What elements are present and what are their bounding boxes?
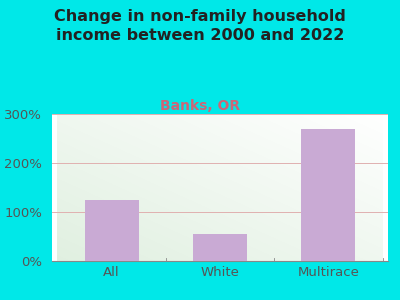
Bar [84, 200, 139, 261]
Text: Change in non-family household
income between 2000 and 2022: Change in non-family household income be… [54, 9, 346, 43]
Bar [301, 129, 356, 261]
Text: Banks, OR: Banks, OR [160, 99, 240, 113]
Bar [193, 234, 247, 261]
